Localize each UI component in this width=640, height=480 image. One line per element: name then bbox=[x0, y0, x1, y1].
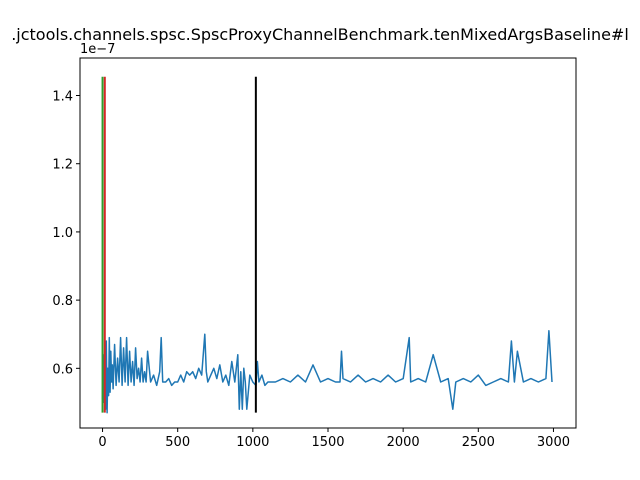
x-tick-label: 1500 bbox=[311, 435, 344, 450]
axes-frame bbox=[79, 57, 577, 429]
x-tick-label: 500 bbox=[165, 435, 190, 450]
x-tick-label: 2000 bbox=[387, 435, 420, 450]
x-tick-label: 2500 bbox=[462, 435, 495, 450]
x-tick-label: 0 bbox=[98, 435, 106, 450]
y-axis-offset-label: 1e−7 bbox=[80, 42, 115, 57]
y-tick-label: 0.6 bbox=[52, 362, 73, 377]
y-tick-label: 1.2 bbox=[52, 158, 73, 173]
y-tick-label: 1.0 bbox=[52, 226, 73, 241]
x-tick-label: 3000 bbox=[537, 435, 570, 450]
x-axis: 0 500 1000 1500 2000 2500 3000 bbox=[98, 428, 570, 450]
y-tick-label: 1.4 bbox=[52, 90, 73, 105]
plot-area bbox=[101, 76, 553, 414]
series-line-0 bbox=[101, 330, 553, 414]
chart-title: .jctools.channels.spsc.SpscProxyChannelB… bbox=[11, 25, 629, 44]
y-axis: 0.6 0.8 1.0 1.2 1.4 bbox=[52, 90, 80, 377]
x-tick-label: 1000 bbox=[236, 435, 269, 450]
y-tick-label: 0.8 bbox=[52, 294, 73, 309]
